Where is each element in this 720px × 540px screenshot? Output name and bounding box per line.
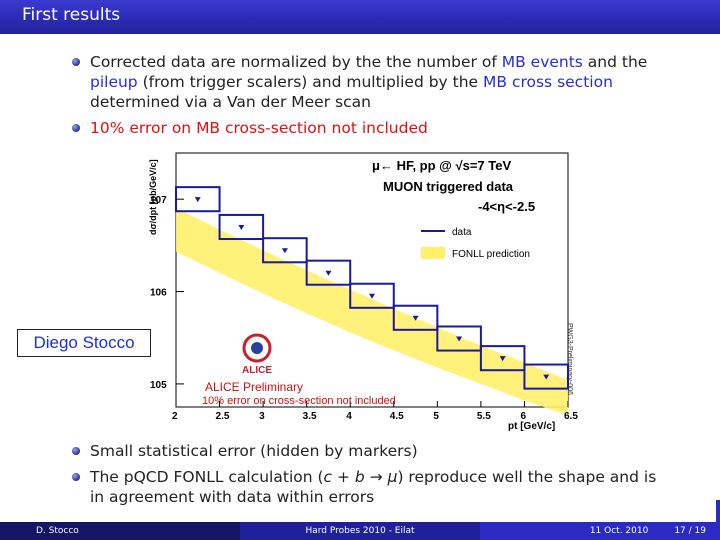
fonll-band-area (176, 208, 568, 416)
chart-title-line-3: -4<η<-2.5 (478, 199, 535, 214)
mb-cross-section-term: MB cross section (483, 73, 613, 91)
y-tick-label-0: 107 (150, 195, 167, 206)
data-point-0 (194, 197, 201, 203)
data-point-4 (369, 293, 375, 299)
data-bin-box-2 (262, 237, 308, 264)
cross-section-chart: 2 2.5 3 3.5 4 4.5 5 5.5 6 6.5 107 106 105 μ← HF, pp … (148, 152, 578, 432)
process-formula: c + b → μ (323, 468, 398, 486)
data-bin-box-5 (392, 304, 439, 331)
legend-data-label: data (452, 227, 472, 238)
bullet-stat-error: Small statistical error (hidden by marke… (72, 441, 672, 461)
footer-author: D. Stocco (0, 522, 240, 540)
slide-footer: D. Stocco Hard Probes 2010 - Eilat 11 Oc… (0, 522, 720, 540)
chart-title-line-2: MUON triggered data (383, 179, 514, 194)
data-bin-box-3 (305, 259, 352, 286)
data-bin-box-8 (523, 363, 570, 390)
bottom-bullets: Small statistical error (hidden by marke… (72, 441, 672, 513)
y-tick-label-2: 105 (150, 380, 167, 391)
y-axis-label: dσ/dpt [pb/GeV/c] (148, 159, 158, 235)
data-bin-box-1 (218, 213, 265, 241)
data-point-1 (238, 224, 245, 230)
data-bin-box-7 (479, 345, 526, 372)
preliminary-id-label: PWG3-Preliminary-006 (566, 323, 573, 395)
x-tick-label-5: 4.5 (390, 411, 404, 422)
mb-events-term: MB events (501, 53, 583, 71)
footer-date: 11 Oct. 2010 (589, 526, 649, 536)
data-bins (175, 186, 570, 390)
bullet-fonll: The pQCD FONLL calculation (c + b → μ) r… (72, 467, 672, 507)
x-tick-label-0: 2 (172, 411, 178, 422)
legend-fonll-label: FONLL prediction (452, 249, 530, 260)
data-point-5 (412, 315, 419, 321)
fonll-band (176, 208, 568, 416)
data-point-3 (325, 270, 332, 276)
slide-title: First results (22, 5, 121, 25)
alice-logo-text: ALICE (242, 365, 272, 376)
x-tick-label-7: 5.5 (477, 411, 491, 422)
top-bullets: Corrected data are normalized by the the… (72, 52, 672, 144)
footer-event: Hard Probes 2010 - Eilat (240, 522, 480, 540)
speaker-name-box: Diego Stocco (17, 329, 151, 357)
nav-edge-tab (716, 500, 720, 522)
data-point-6 (456, 336, 463, 342)
footer-right: 11 Oct. 2010 17 / 19 (480, 522, 720, 540)
x-tick-label-3: 3.5 (303, 411, 317, 422)
alice-preliminary-label: ALICE Preliminary (205, 380, 303, 394)
footer-page-number: 17 / 19 (674, 526, 706, 536)
y-tick-label-1: 106 (150, 288, 167, 299)
bullet-error-note: 10% error on MB cross-section not includ… (72, 118, 672, 138)
bullet-normalization: Corrected data are normalized by the the… (72, 52, 672, 112)
x-tick-label-2: 3 (259, 411, 265, 422)
x-tick-label-6: 5 (433, 411, 439, 422)
alice-logo: ALICE (242, 333, 272, 376)
data-point-8 (543, 374, 550, 380)
slide-title-bar: First results (0, 0, 720, 34)
x-axis-label: pt [GeV/c] (508, 421, 555, 432)
cross-section-note: 10% error on cross-section not included (202, 395, 396, 407)
legend-fonll-swatch (421, 247, 445, 259)
pileup-term: pileup (90, 73, 138, 91)
x-tick-label-4: 4 (346, 411, 352, 422)
data-point-2 (281, 248, 288, 254)
axes: 2 2.5 3 3.5 4 4.5 5 5.5 6 6.5 107 106 105 (150, 195, 578, 422)
x-tick-label-9: 6.5 (564, 411, 578, 422)
data-bin-box-6 (436, 325, 482, 352)
chart-title-line-1: μ← HF, pp @ √s=7 TeV (372, 158, 511, 173)
data-point-7 (499, 356, 506, 362)
x-tick-label-8: 6 (520, 411, 526, 422)
data-bin-box-4 (349, 282, 395, 309)
x-tick-label-1: 2.5 (216, 411, 230, 422)
